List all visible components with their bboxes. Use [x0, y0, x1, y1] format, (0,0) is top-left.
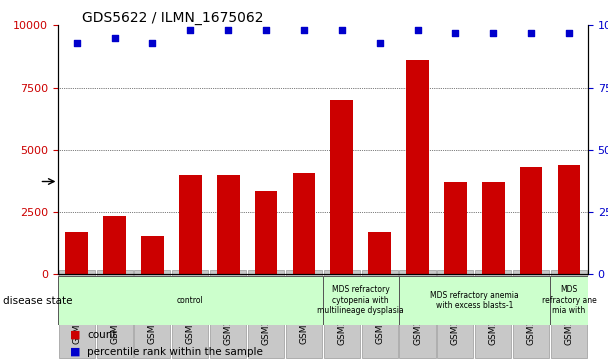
Point	[337, 28, 347, 33]
Bar	[330, 100, 353, 274]
Point	[148, 40, 157, 46]
Bar	[292, 174, 316, 274]
Bar	[444, 182, 467, 274]
Point	[413, 28, 423, 33]
Text: disease state: disease state	[3, 295, 72, 306]
Text: count: count	[87, 330, 117, 340]
Text: control: control	[177, 296, 204, 305]
Text: GDS5622 / ILMN_1675062: GDS5622 / ILMN_1675062	[82, 11, 264, 25]
Bar	[323, 276, 399, 325]
Point	[299, 28, 309, 33]
Bar	[520, 167, 542, 274]
Point	[72, 40, 81, 46]
Point	[527, 30, 536, 36]
Bar	[482, 182, 505, 274]
Bar	[255, 191, 277, 274]
Text: MDS refractory
cytopenia with
multilineage dysplasia: MDS refractory cytopenia with multilinea…	[317, 285, 404, 315]
Bar	[406, 60, 429, 274]
Bar	[103, 216, 126, 274]
Bar	[399, 276, 550, 325]
Bar	[550, 276, 588, 325]
Point	[564, 30, 574, 36]
Text: MDS
refractory ane
mia with: MDS refractory ane mia with	[542, 285, 596, 315]
Bar	[558, 165, 581, 274]
Point	[451, 30, 460, 36]
Bar	[65, 232, 88, 274]
Bar	[141, 236, 164, 274]
Point	[375, 40, 384, 46]
Text: ■: ■	[70, 330, 80, 340]
Point	[109, 35, 119, 41]
Text: ■: ■	[70, 347, 80, 357]
Bar	[217, 175, 240, 274]
Bar	[58, 276, 323, 325]
Point	[223, 28, 233, 33]
Bar	[368, 232, 391, 274]
Bar	[179, 175, 202, 274]
Point	[488, 30, 498, 36]
Point	[261, 28, 271, 33]
Text: MDS refractory anemia
with excess blasts-1: MDS refractory anemia with excess blasts…	[430, 291, 519, 310]
Point	[185, 28, 195, 33]
Text: percentile rank within the sample: percentile rank within the sample	[87, 347, 263, 357]
